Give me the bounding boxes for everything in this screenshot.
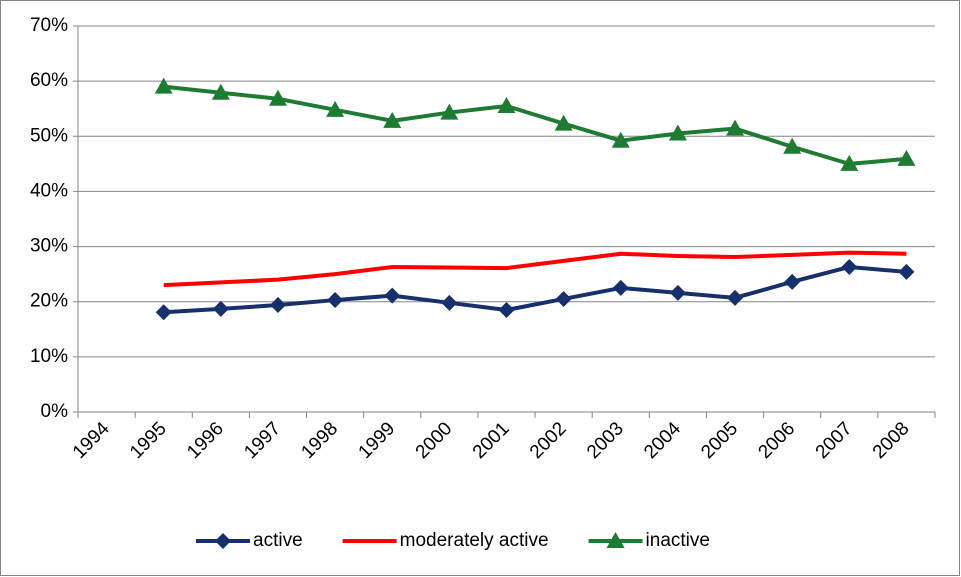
marker <box>897 149 916 166</box>
legend-label: moderately active <box>400 530 549 551</box>
y-tick-label: 30% <box>30 236 68 257</box>
marker <box>498 301 515 318</box>
y-tick-label: 60% <box>30 70 68 91</box>
marker <box>612 279 629 296</box>
legend-marker <box>606 532 625 548</box>
marker <box>898 263 915 280</box>
legend-marker <box>215 533 231 549</box>
series-line <box>163 84 907 166</box>
marker <box>211 83 230 100</box>
marker <box>841 258 858 275</box>
marker <box>384 287 401 304</box>
marker <box>155 304 172 321</box>
marker <box>497 96 516 113</box>
y-tick-label: 10% <box>30 346 68 367</box>
marker <box>726 119 745 136</box>
series-line <box>163 264 907 315</box>
y-tick-label: 70% <box>30 15 68 36</box>
marker <box>268 89 287 106</box>
legend-label: inactive <box>646 530 710 551</box>
marker <box>727 289 744 306</box>
marker <box>440 103 459 120</box>
marker <box>383 111 402 128</box>
marker <box>326 100 345 117</box>
marker <box>212 300 229 317</box>
marker <box>611 131 630 148</box>
y-tick-label: 40% <box>30 180 68 201</box>
y-tick-label: 20% <box>30 291 68 312</box>
series-line <box>163 250 907 288</box>
marker <box>669 284 686 301</box>
marker <box>441 294 458 311</box>
marker <box>327 292 344 309</box>
legend-label: active <box>253 530 303 551</box>
marker <box>154 77 173 94</box>
marker <box>840 154 859 171</box>
marker <box>668 124 687 141</box>
marker <box>554 114 573 131</box>
marker <box>555 290 572 307</box>
marker <box>783 137 802 154</box>
marker <box>269 297 286 314</box>
y-tick-label: 0% <box>41 401 69 422</box>
marker <box>784 273 801 290</box>
y-tick-label: 50% <box>30 125 68 146</box>
